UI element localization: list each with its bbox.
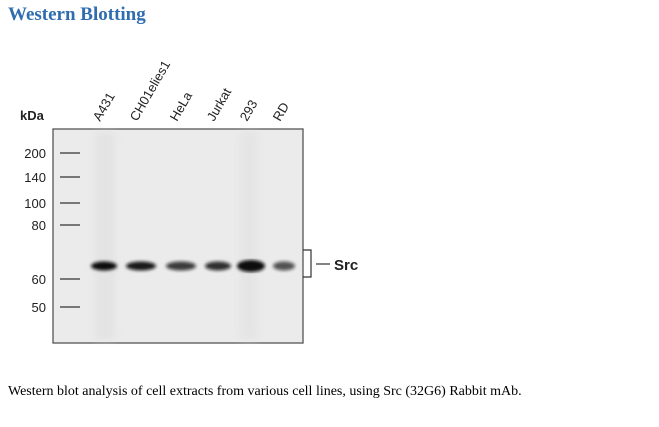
marker-label: 80 bbox=[32, 218, 46, 233]
marker-label: 50 bbox=[32, 300, 46, 315]
lane-label: 293 bbox=[237, 97, 261, 123]
marker-label: 60 bbox=[32, 272, 46, 287]
lane-label: RD bbox=[270, 100, 292, 124]
src-band bbox=[166, 261, 196, 271]
marker-label: 140 bbox=[24, 170, 46, 185]
lane-label: Jurkat bbox=[204, 85, 235, 123]
src-band bbox=[205, 261, 231, 271]
kda-label: kDa bbox=[20, 108, 45, 123]
marker-label: 200 bbox=[24, 146, 46, 161]
lane-label: A431 bbox=[90, 90, 118, 124]
marker-label: 100 bbox=[24, 196, 46, 211]
band-bracket bbox=[303, 249, 312, 278]
src-band bbox=[126, 261, 156, 271]
figure-caption: Western blot analysis of cell extracts f… bbox=[8, 384, 522, 399]
blot-membrane bbox=[52, 128, 304, 344]
lane-label: CH01elies1 bbox=[127, 58, 174, 124]
section-title: Western Blotting bbox=[8, 4, 146, 25]
src-band bbox=[237, 260, 265, 272]
src-band bbox=[91, 261, 117, 271]
lane-label: HeLa bbox=[167, 88, 196, 123]
src-band bbox=[273, 261, 295, 271]
src-label: Src bbox=[334, 257, 358, 274]
